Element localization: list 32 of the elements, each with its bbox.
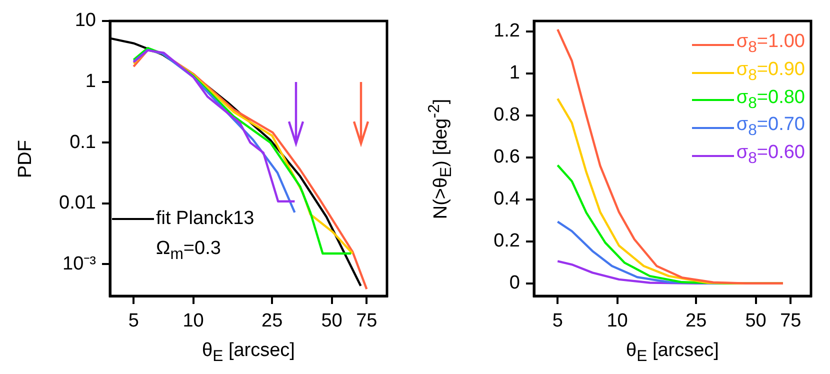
legend-label: σ$_{8}$=1.00 [736, 31, 805, 58]
y-tick-label: 1 [509, 62, 520, 84]
y-tick-label: 0.6 [494, 146, 520, 168]
x-tick-label: 50 [745, 310, 766, 332]
x-tick-label: 75 [780, 310, 802, 332]
x-tick-label: 25 [262, 310, 283, 332]
legend-label: σ$_{8}$=0.70 [736, 114, 805, 142]
legend-label: fit Planck13 [156, 208, 254, 230]
legend-label: σ$_{8}$=0.80 [736, 86, 805, 114]
legend-label: σ$_{8}$=0.60 [736, 142, 805, 169]
x-tick-label: 10 [182, 310, 204, 332]
y-tick-label: 0.1 [70, 132, 96, 153]
y-tick-label: 0.8 [494, 104, 520, 126]
y-axis-title: PDF [15, 140, 37, 178]
x-axis-title: θ$_{E}$ [arcsec] [626, 340, 719, 366]
y-tick-label: 1 [85, 71, 96, 92]
y-tick-label: 0.2 [494, 230, 520, 252]
x-tick-label: 10 [606, 310, 628, 332]
x-axis-title: θ$_{E}$ [arcsec] [202, 340, 295, 366]
x-tick-label: 75 [356, 310, 378, 332]
annotation: Ω$_{m}$=0.3 [156, 238, 222, 265]
x-tick-label: 5 [552, 310, 563, 332]
y-tick-label: 10 [74, 10, 96, 32]
y-tick-label: 0.01 [59, 192, 96, 214]
y-tick-label: 0 [509, 272, 520, 294]
x-tick-label: 50 [321, 310, 342, 332]
y-tick-label: 10⁻³ [62, 253, 96, 274]
x-tick-label: 25 [686, 310, 707, 332]
legend-label: σ$_{8}$=0.90 [736, 58, 805, 86]
x-tick-label: 5 [128, 310, 139, 332]
y-tick-label: 1.2 [494, 20, 520, 42]
y-tick-label: 0.4 [494, 188, 520, 210]
